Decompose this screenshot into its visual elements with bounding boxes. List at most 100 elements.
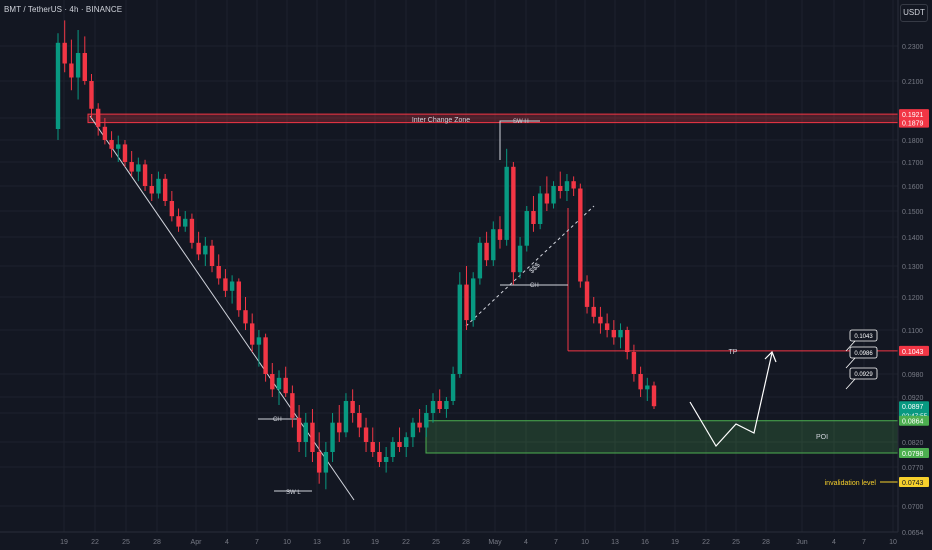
candle-body xyxy=(578,188,583,282)
projected-path xyxy=(689,352,773,448)
candle-body xyxy=(323,452,329,473)
candle-body xyxy=(524,211,529,246)
time-axis[interactable]: 19 22 25 28 Apr 4 7 10 13 16 19 22 25 28 May 4 7 10 13 16 19… xyxy=(0,531,898,546)
chart-zones xyxy=(87,113,899,454)
candle-body xyxy=(491,229,496,261)
candle-body xyxy=(350,401,355,413)
price-tag xyxy=(899,477,929,488)
candle-body xyxy=(611,330,617,338)
candle-body xyxy=(511,166,516,273)
price-tick-label: 0.1600 xyxy=(902,184,924,191)
time-tick-label: May xyxy=(488,539,502,546)
target-box: 0.0929 xyxy=(845,367,878,390)
time-tick-label: 7 xyxy=(554,539,558,546)
price-tick-label: 0.2100 xyxy=(902,79,924,86)
price-axis[interactable]: 0.23000.21000.19000.18000.17000.16000.15… xyxy=(897,0,929,537)
candle-body xyxy=(477,242,483,279)
poi-label: POI xyxy=(816,434,828,441)
candle-body xyxy=(424,413,429,428)
candle-body xyxy=(531,211,536,224)
candle-body xyxy=(357,413,362,428)
time-tick-label: 13 xyxy=(313,539,321,546)
candle-body xyxy=(290,393,295,418)
candle-body xyxy=(377,452,382,462)
candle-body xyxy=(316,452,322,473)
price-tag xyxy=(899,448,929,458)
candle-body xyxy=(383,457,389,462)
time-tick-label: 10 xyxy=(889,539,897,546)
candle-body xyxy=(370,442,375,452)
candle-body xyxy=(283,377,288,394)
price-tick-label: 0.0770 xyxy=(902,465,924,472)
candle-body xyxy=(544,193,550,204)
time-tick-label: 13 xyxy=(611,539,619,546)
candle-body xyxy=(109,140,114,149)
candles-series xyxy=(55,20,657,490)
candle-body xyxy=(149,186,154,194)
time-tick-label: 25 xyxy=(432,539,440,546)
price-tick-label: 0.1500 xyxy=(902,209,924,216)
time-tick-label: Apr xyxy=(191,539,203,546)
time-tick-label: 7 xyxy=(255,539,259,546)
candle-body xyxy=(55,42,61,129)
sw-h-label: SW H xyxy=(513,119,529,125)
candle-body xyxy=(591,306,596,317)
candle-body xyxy=(310,422,315,452)
time-tick-label: 25 xyxy=(122,539,130,546)
price-tag xyxy=(899,415,929,426)
price-tick-label: 0.0700 xyxy=(902,504,924,511)
target-box-frame xyxy=(849,367,878,380)
sw-l-label: SW L xyxy=(286,490,301,496)
candle-body xyxy=(437,401,442,409)
price-tag-value: 0.1921 xyxy=(902,112,924,119)
candle-body xyxy=(216,266,221,279)
candle-body xyxy=(62,42,67,64)
target-box-pointer xyxy=(845,340,856,352)
candle-body xyxy=(497,229,503,240)
candle-body xyxy=(82,53,87,81)
ch-label-right: CH xyxy=(530,283,539,289)
candle-body xyxy=(397,442,402,447)
target-box-frame xyxy=(849,346,878,359)
candle-body xyxy=(250,323,255,345)
inter-change-zone xyxy=(87,113,899,124)
time-tick-label: 4 xyxy=(225,539,229,546)
candle-body xyxy=(430,401,436,413)
price-tag xyxy=(899,109,929,120)
candle-body xyxy=(142,164,148,186)
candle-body xyxy=(176,216,181,227)
candle-body xyxy=(363,427,369,442)
candle-body xyxy=(417,422,422,428)
price-tick-label: 0.2300 xyxy=(902,44,924,51)
candle-body xyxy=(229,281,235,291)
candle-body xyxy=(243,310,248,324)
candle-body xyxy=(638,374,643,390)
candle-body xyxy=(75,53,81,78)
candle-body xyxy=(189,218,195,243)
time-tick-label: 7 xyxy=(862,539,866,546)
price-tick-label: 0.0980 xyxy=(902,372,924,379)
time-tick-label: Jun xyxy=(796,539,807,546)
ch-label-left: CH xyxy=(273,417,282,423)
inter-change-zone-label: Inter Change Zone xyxy=(412,117,470,124)
candle-body xyxy=(89,81,94,109)
candle-body xyxy=(537,193,543,224)
time-tick-label: 22 xyxy=(402,539,410,546)
time-tick-label: 25 xyxy=(732,539,740,546)
target-box-value: 0.1043 xyxy=(854,334,873,340)
candle-body xyxy=(276,377,282,390)
candle-body xyxy=(263,337,268,374)
candle-body xyxy=(484,242,489,261)
candle-body xyxy=(558,186,563,191)
candle-body xyxy=(183,218,188,227)
time-tick-label: 28 xyxy=(153,539,161,546)
candle-body xyxy=(196,242,201,255)
time-tick-label: 19 xyxy=(671,539,679,546)
candle-body xyxy=(343,401,349,433)
time-tick-label: 16 xyxy=(641,539,649,546)
tp-label: TP xyxy=(729,349,738,356)
time-tick-label: 22 xyxy=(702,539,710,546)
currency-button[interactable]: USDT xyxy=(900,4,928,22)
target-box-value: 0.0986 xyxy=(854,351,873,357)
